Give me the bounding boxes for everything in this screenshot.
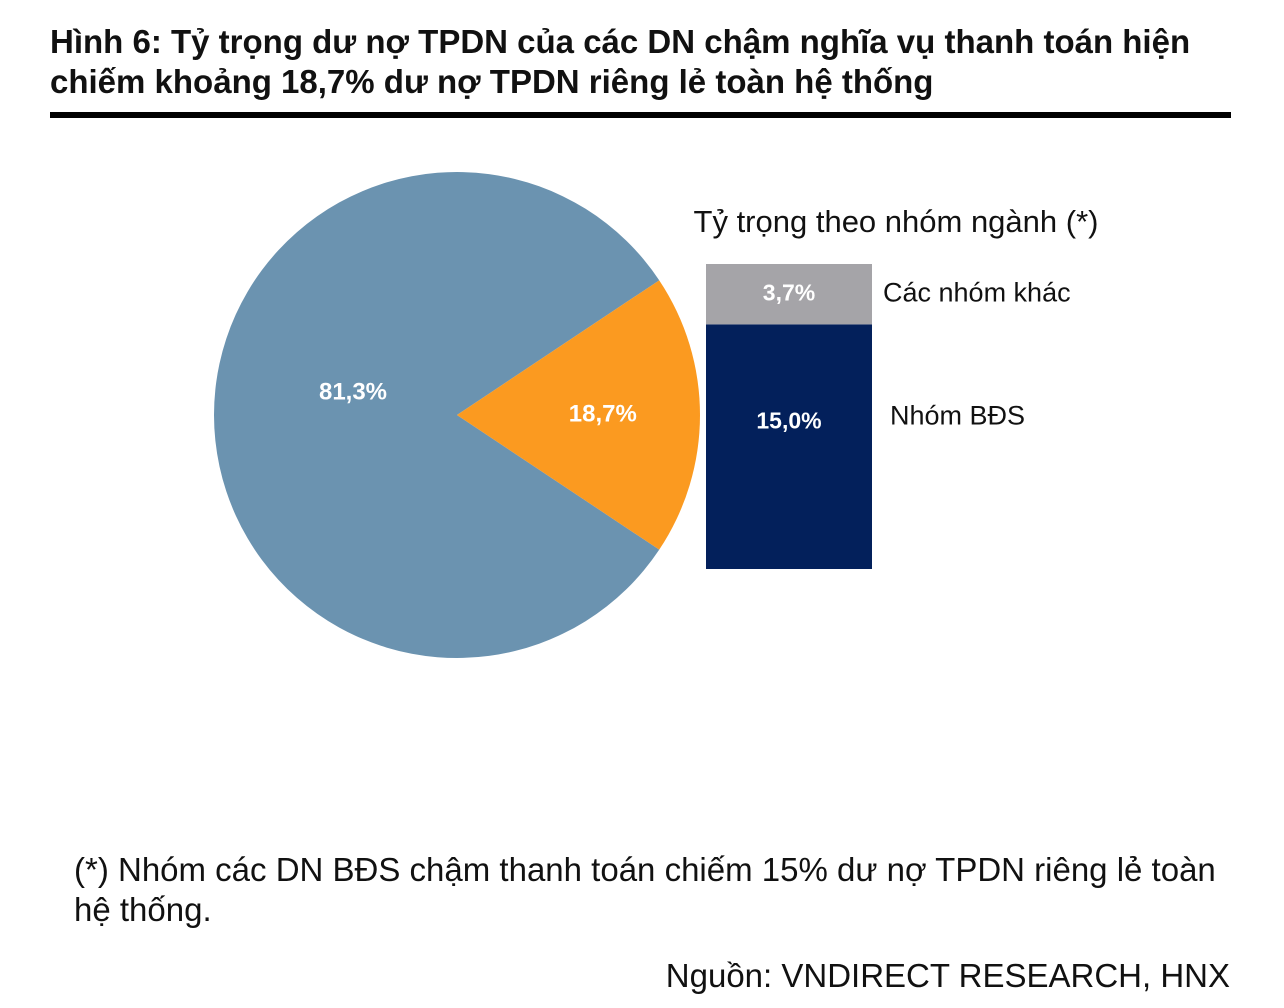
pie-label-large: 81,3%	[319, 378, 387, 405]
bar-value-other: 3,7%	[763, 279, 815, 305]
bar-segment-bds	[706, 324, 872, 569]
bar-value-bds: 15,0%	[756, 407, 821, 433]
bar-chart-title: Tỷ trọng theo nhóm ngành (*)	[694, 204, 1099, 239]
bar-category-other: Các nhóm khác	[883, 277, 1071, 307]
pie-slice-small	[457, 280, 700, 550]
pie-chart: 81,3% 18,7%	[213, 172, 700, 659]
figure-title: Hình 6: Tỷ trọng dư nợ TPDN của các DN c…	[50, 23, 1191, 100]
stacked-bar-chart: 15,0% Nhóm BĐS 3,7% Các nhóm khác Tỷ trọng t…	[694, 204, 1099, 569]
pie-slice-large	[213, 172, 660, 659]
pie-label-small: 18,7%	[569, 400, 637, 427]
source-note: Nguồn: VNDIRECT RESEARCH, HNX	[665, 957, 1230, 994]
footnote: (*) Nhóm các DN BĐS chậm thanh toán chiế…	[74, 851, 1216, 928]
bar-category-bds: Nhóm BĐS	[890, 400, 1025, 430]
title-divider	[50, 112, 1231, 118]
bar-segment-other	[706, 264, 872, 325]
